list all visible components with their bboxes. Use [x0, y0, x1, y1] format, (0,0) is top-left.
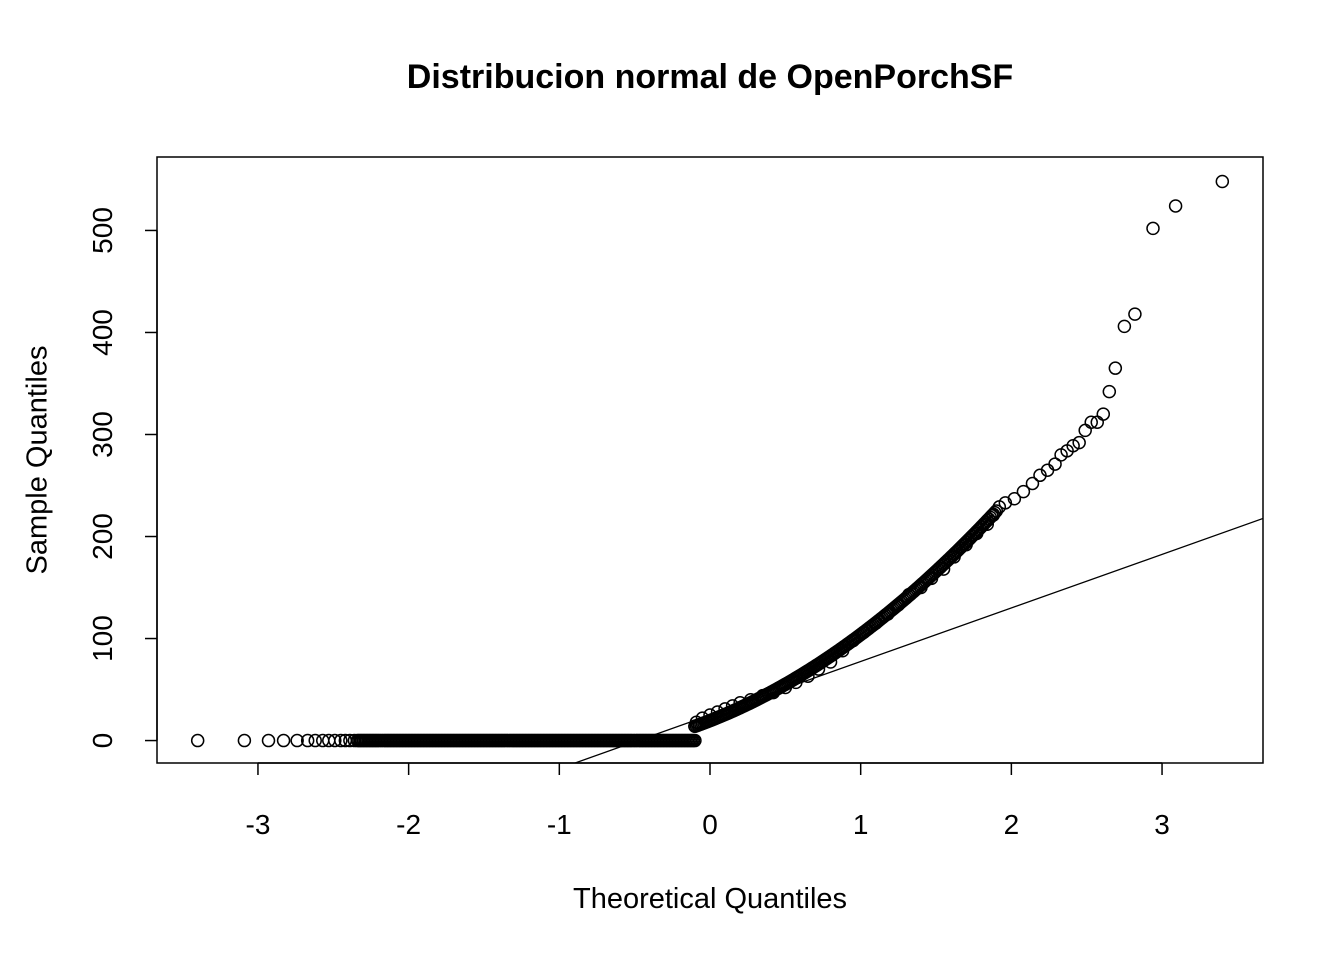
data-point — [1215, 174, 1230, 189]
data-point — [300, 733, 315, 748]
x-tick-label: -3 — [246, 809, 271, 840]
data-point — [308, 733, 322, 748]
data-point — [718, 702, 732, 716]
axes-layer: -3 -2 -1 0 1 2 3 0 100 200 300 400 500 — [87, 207, 1170, 840]
data-point — [1146, 221, 1160, 236]
data-point — [1108, 361, 1123, 375]
data-point — [801, 669, 815, 684]
data-point — [190, 733, 205, 748]
x-tick-label: 2 — [1004, 809, 1020, 840]
data-point — [703, 708, 717, 722]
data-point — [959, 537, 973, 552]
data-point — [338, 733, 353, 748]
data-point — [276, 733, 291, 748]
chart-title: Distribucion normal de OpenPorchSF — [406, 58, 1014, 96]
data-point — [868, 616, 883, 630]
data-point — [1084, 415, 1098, 430]
data-point — [261, 733, 276, 748]
data-point — [1102, 384, 1117, 399]
data-point — [947, 550, 961, 564]
data-point — [1128, 307, 1142, 321]
x-tick-label: -2 — [396, 809, 421, 840]
data-point-dense — [688, 733, 702, 748]
data-point — [334, 733, 348, 748]
data-point — [1025, 476, 1040, 491]
data-point — [1168, 199, 1183, 213]
data-point — [924, 571, 939, 586]
data-point — [980, 517, 995, 532]
data-point — [695, 711, 710, 725]
y-tick-label: 500 — [87, 207, 118, 254]
x-tick-label: 3 — [1154, 809, 1170, 840]
x-axis-label: Theoretical Quantiles — [572, 883, 848, 915]
plot-frame — [156, 156, 1264, 764]
data-point — [1096, 407, 1111, 421]
data-point — [347, 733, 362, 748]
data-point — [891, 598, 906, 612]
data-point — [998, 496, 1013, 510]
data-point — [725, 699, 740, 713]
data-point — [811, 662, 826, 676]
data-point — [823, 655, 838, 669]
x-tick-label: 0 — [702, 809, 718, 840]
y-tick-label: 0 — [87, 733, 118, 749]
data-point — [237, 733, 252, 748]
x-tick-label: -1 — [547, 809, 572, 840]
y-tick-label: 300 — [87, 411, 118, 458]
y-tick-label: 400 — [87, 309, 118, 356]
data-point — [328, 733, 342, 748]
points-layer — [190, 174, 1230, 748]
reference-line — [573, 517, 1263, 763]
data-point — [881, 607, 895, 621]
data-point-dense — [989, 504, 1004, 518]
y-tick-label: 200 — [87, 513, 118, 560]
y-tick-label: 100 — [87, 615, 118, 662]
x-tick-label: 1 — [853, 809, 869, 840]
data-point — [343, 733, 357, 748]
data-point — [1078, 423, 1092, 438]
data-point — [846, 633, 860, 648]
reference-line-layer — [573, 517, 1263, 763]
data-point — [902, 587, 916, 602]
data-point — [290, 733, 304, 748]
data-point — [710, 705, 725, 719]
data-point — [936, 562, 951, 576]
data-point — [856, 625, 871, 640]
data-point — [1016, 484, 1031, 499]
data-point — [1072, 435, 1086, 450]
data-point — [914, 580, 928, 595]
data-point — [766, 685, 781, 700]
data-point — [1007, 492, 1022, 506]
data-point — [778, 680, 793, 695]
data-point — [969, 526, 984, 541]
data-point — [1117, 319, 1132, 334]
data-point — [835, 644, 850, 658]
data-point — [743, 692, 758, 707]
data-point — [1048, 457, 1062, 471]
